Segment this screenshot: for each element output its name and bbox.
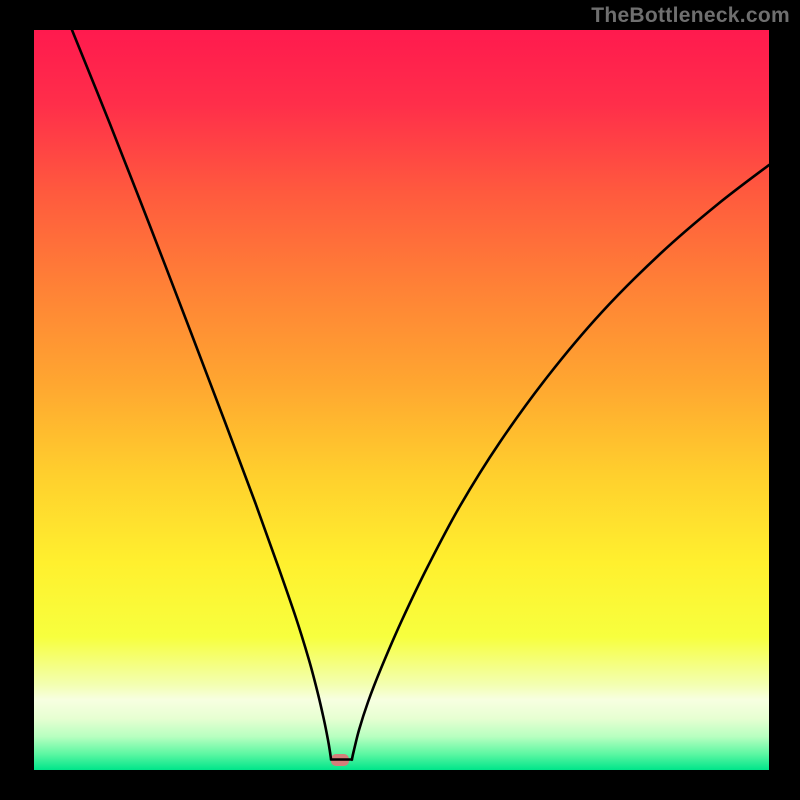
- watermark-text: TheBottleneck.com: [591, 4, 790, 28]
- bottleneck-chart: [0, 0, 800, 800]
- chart-container: { "watermark": { "text": "TheBottleneck.…: [0, 0, 800, 800]
- plot-area: [34, 30, 769, 770]
- gradient-background: [34, 30, 769, 770]
